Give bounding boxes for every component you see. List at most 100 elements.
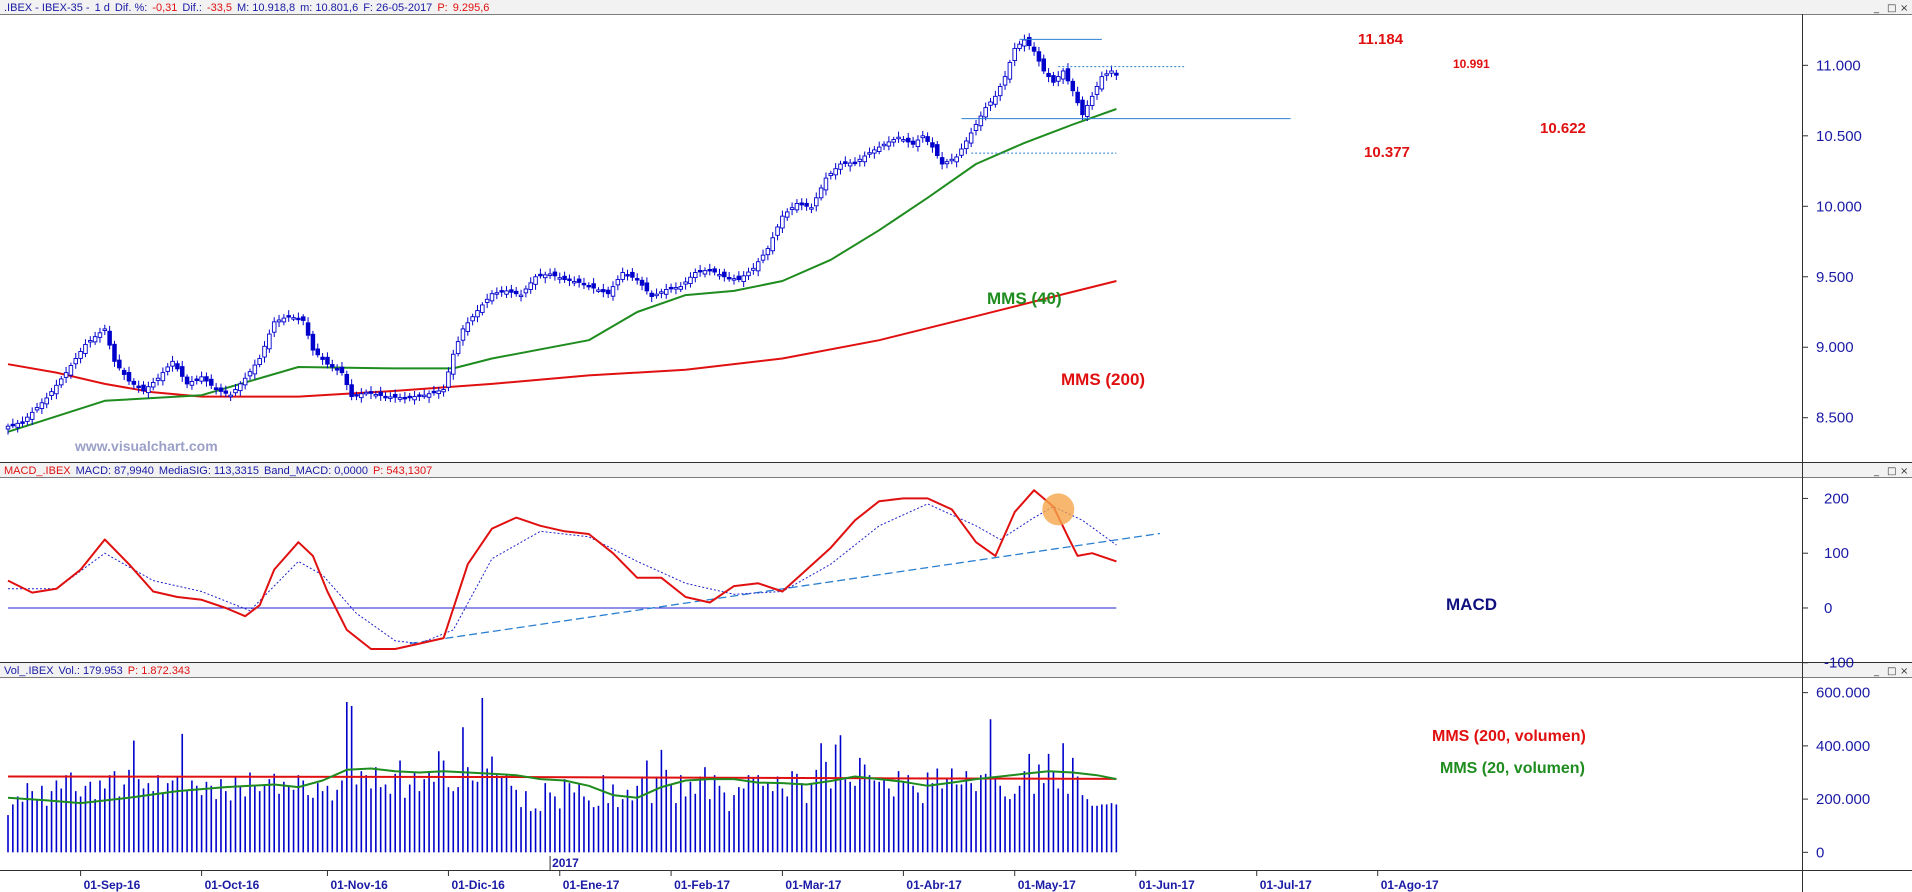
- candle-body: [533, 276, 538, 285]
- window-button[interactable]: □: [1887, 3, 1896, 14]
- candle-body: [891, 139, 896, 143]
- vol-mms-20-label: MMS (20, volumen): [1440, 760, 1585, 777]
- candle-body: [1089, 95, 1095, 107]
- candle-body: [1099, 76, 1105, 90]
- candle-body: [470, 316, 475, 322]
- candle-body: [601, 289, 606, 293]
- window-button[interactable]: □: [1887, 466, 1896, 477]
- candle-body: [775, 226, 780, 236]
- price-axis-label: 9.500: [1816, 269, 1854, 286]
- candle-body: [591, 283, 596, 289]
- volume-panel-window-buttons[interactable]: _ □ ×: [1873, 666, 1908, 677]
- window-button[interactable]: ×: [1900, 666, 1908, 677]
- candle-body: [107, 330, 112, 346]
- candle-body: [567, 278, 572, 281]
- candle-body: [765, 248, 771, 256]
- candle-body: [988, 101, 993, 106]
- candle-body: [373, 394, 379, 397]
- candle-body: [731, 278, 737, 281]
- candle-body: [639, 279, 645, 286]
- candle-body: [949, 158, 955, 162]
- candle-body: [659, 291, 664, 294]
- candle-body: [1060, 70, 1066, 80]
- candle-body: [625, 274, 630, 277]
- candle-body: [683, 281, 688, 285]
- date-label: 01-Abr-17: [906, 878, 962, 892]
- price-panel-window-buttons[interactable]: _ □ ×: [1873, 3, 1908, 14]
- candle-body: [320, 356, 325, 360]
- candle-body: [780, 215, 785, 229]
- candle-body: [402, 396, 408, 400]
- volume-axis-label: 200.000: [1816, 791, 1870, 808]
- candle-body: [693, 272, 698, 278]
- window-button[interactable]: ×: [1900, 466, 1908, 477]
- candle-body: [310, 333, 316, 351]
- candle-body: [296, 317, 301, 321]
- candle-body: [649, 292, 654, 297]
- candle-body: [1104, 73, 1109, 76]
- candle-body: [707, 269, 713, 272]
- candle-body: [29, 411, 35, 420]
- candle-body: [576, 278, 582, 283]
- price-candles: [5, 33, 1119, 435]
- window-button[interactable]: _: [1873, 3, 1880, 14]
- date-label: 01-Nov-16: [330, 878, 388, 892]
- watermark: www.visualchart.com: [74, 438, 218, 454]
- level-label-10622: 10.622: [1540, 120, 1586, 137]
- candle-body: [155, 377, 161, 381]
- candle-body: [596, 289, 601, 292]
- candle-body: [484, 298, 490, 303]
- candle-body: [378, 391, 383, 396]
- candle-body: [460, 328, 466, 341]
- candle-body: [964, 140, 969, 150]
- candle-body: [68, 365, 74, 376]
- candle-body: [349, 384, 354, 398]
- candle-body: [189, 381, 195, 386]
- macd-line: [7, 489, 1117, 650]
- macd-cross-highlight: [1042, 493, 1075, 526]
- candle-body: [1031, 46, 1037, 52]
- candle-body: [509, 289, 514, 293]
- candle-body: [354, 394, 359, 397]
- macd-axis-label: 0: [1824, 600, 1832, 617]
- candle-body: [896, 136, 901, 140]
- mms-40-line: [7, 108, 1117, 433]
- macd-panel-window-buttons[interactable]: _ □ ×: [1873, 466, 1908, 477]
- candle-body: [267, 333, 272, 350]
- candle-body: [654, 293, 659, 297]
- candle-body: [407, 395, 412, 399]
- window-button[interactable]: ×: [1900, 3, 1908, 14]
- window-button[interactable]: _: [1873, 466, 1880, 477]
- candle-body: [973, 124, 979, 131]
- date-axis: 01-Sep-16 01-Oct-16 01-Nov-16 01-Dic-16 2017…: [80, 856, 1439, 892]
- price-axis-label: 10.000: [1816, 198, 1862, 215]
- window-button[interactable]: _: [1873, 666, 1880, 677]
- candle-body: [121, 369, 127, 375]
- candle-body: [160, 372, 166, 382]
- window-button[interactable]: □: [1887, 666, 1896, 677]
- candle-body: [199, 376, 204, 382]
- candle-body: [910, 140, 916, 145]
- candle-body: [242, 377, 248, 386]
- candle-body: [141, 384, 146, 392]
- candle-body: [5, 425, 11, 430]
- candle-body: [755, 261, 761, 272]
- candle-body: [359, 393, 364, 399]
- macd-axis-label: -100: [1824, 655, 1854, 672]
- candle-body: [838, 163, 843, 170]
- candle-body: [88, 340, 93, 343]
- candle-body: [978, 115, 984, 127]
- candle-body: [368, 391, 374, 394]
- candle-body: [789, 207, 795, 210]
- candle-body: [441, 389, 446, 393]
- candle-body: [751, 267, 756, 271]
- candle-body: [150, 382, 156, 388]
- candle-body: [247, 371, 253, 377]
- volume-panel-header: Vol_.IBEX Vol.: 179.953 P: 1.872.343: [4, 665, 190, 677]
- candle-body: [634, 278, 640, 281]
- candle-body: [436, 390, 442, 395]
- candle-body: [1041, 58, 1047, 72]
- candle-body: [136, 385, 141, 389]
- candle-body: [455, 341, 461, 355]
- candle-body: [325, 356, 330, 365]
